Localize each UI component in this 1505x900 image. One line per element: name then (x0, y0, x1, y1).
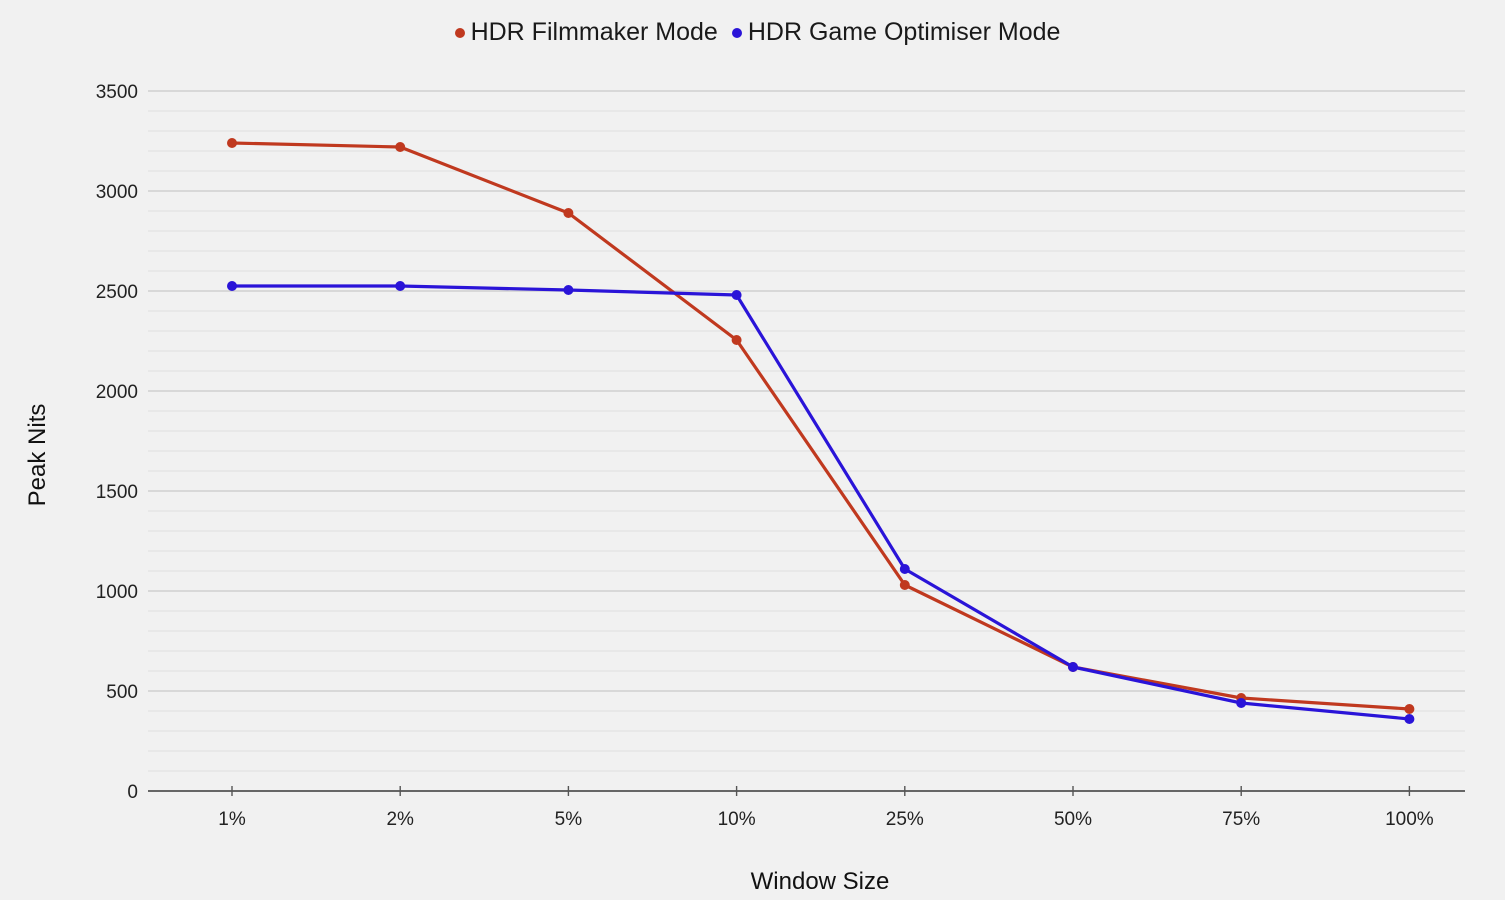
chart-legend: HDR Filmmaker Mode HDR Game Optimiser Mo… (0, 18, 1505, 47)
x-tick-label: 1% (218, 809, 246, 830)
data-point[interactable] (1068, 662, 1078, 672)
series-game-optimiser-mode (227, 281, 1415, 724)
y-tick-label: 2000 (96, 382, 138, 403)
data-point[interactable] (1236, 698, 1247, 708)
data-point[interactable] (731, 290, 742, 300)
x-tick-label: 50% (1054, 809, 1092, 830)
y-axis-title: Peak Nits (24, 404, 51, 507)
legend-label-game-optimiser: HDR Game Optimiser Mode (747, 18, 1061, 46)
legend-item-game-optimiser[interactable]: HDR Game Optimiser Mode (731, 18, 1061, 47)
data-point[interactable] (395, 281, 406, 291)
y-tick-label: 500 (106, 682, 138, 703)
data-point[interactable] (899, 580, 910, 590)
legend-item-filmmaker[interactable]: HDR Filmmaker Mode (454, 18, 718, 47)
y-tick-label: 0 (127, 782, 138, 803)
x-tick-label: 25% (886, 809, 924, 830)
data-point[interactable] (731, 335, 742, 345)
x-tick-label: 5% (555, 809, 583, 830)
x-tick-label: 100% (1385, 809, 1434, 830)
x-axis: 1% 2% 5% 10% 25% 50% 75% 100% (148, 786, 1465, 830)
x-tick-label: 75% (1222, 809, 1260, 830)
y-tick-label: 1000 (96, 582, 138, 603)
legend-label-filmmaker: HDR Filmmaker Mode (470, 18, 718, 46)
data-point[interactable] (563, 208, 574, 218)
gridlines (148, 90, 1465, 772)
data-point[interactable] (395, 142, 406, 152)
legend-marker-game-optimiser (731, 27, 742, 38)
x-tick-label: 2% (386, 809, 414, 830)
y-tick-label: 3000 (96, 182, 138, 203)
data-point[interactable] (227, 138, 237, 148)
data-series (227, 138, 1415, 724)
series-filmmaker-mode (227, 138, 1415, 714)
y-tick-label: 3500 (96, 82, 138, 103)
y-axis: 0 500 1000 1500 2000 2500 3000 3500 (96, 82, 138, 803)
legend-marker-filmmaker (454, 27, 465, 38)
x-tick-label: 10% (718, 809, 756, 830)
data-point[interactable] (227, 281, 237, 291)
data-point[interactable] (899, 564, 910, 574)
x-axis-title: Window Size (751, 868, 890, 895)
series-line (232, 284, 1410, 721)
data-point[interactable] (1404, 704, 1415, 714)
series-line (231, 141, 1410, 711)
y-tick-label: 2500 (96, 282, 138, 303)
data-point[interactable] (1404, 714, 1415, 724)
y-tick-label: 1500 (96, 482, 138, 503)
data-point[interactable] (563, 285, 574, 295)
